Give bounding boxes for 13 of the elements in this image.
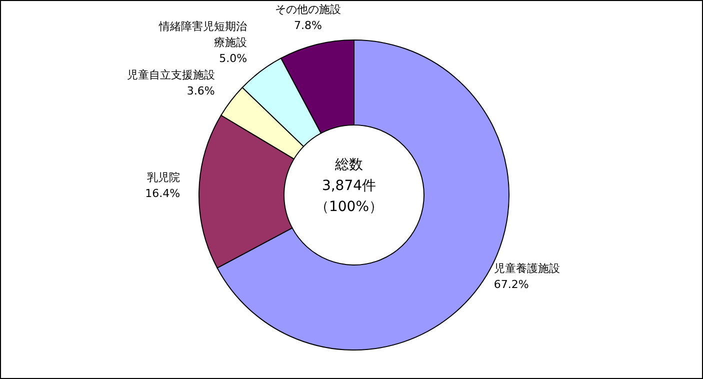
text: （100%） <box>314 198 384 215</box>
data-label: 5.0% <box>219 52 248 66</box>
data-label: 7.8% <box>294 19 322 32</box>
data-label: 67.2% <box>494 278 529 291</box>
slice-label: 児童養護施設 <box>494 262 560 275</box>
text: 3,874件 <box>322 178 376 194</box>
slice-label: 児童自立支援施設 <box>126 68 215 82</box>
slice-label: 乳児院 <box>147 170 180 184</box>
data-label: 3.6% <box>186 84 215 98</box>
slice-label: 情緒障害児短期治療施設 <box>158 20 248 50</box>
data-label: 16.4% <box>145 186 180 200</box>
text: 総数 <box>334 156 363 173</box>
slice-label: その他の施設 <box>275 3 341 16</box>
